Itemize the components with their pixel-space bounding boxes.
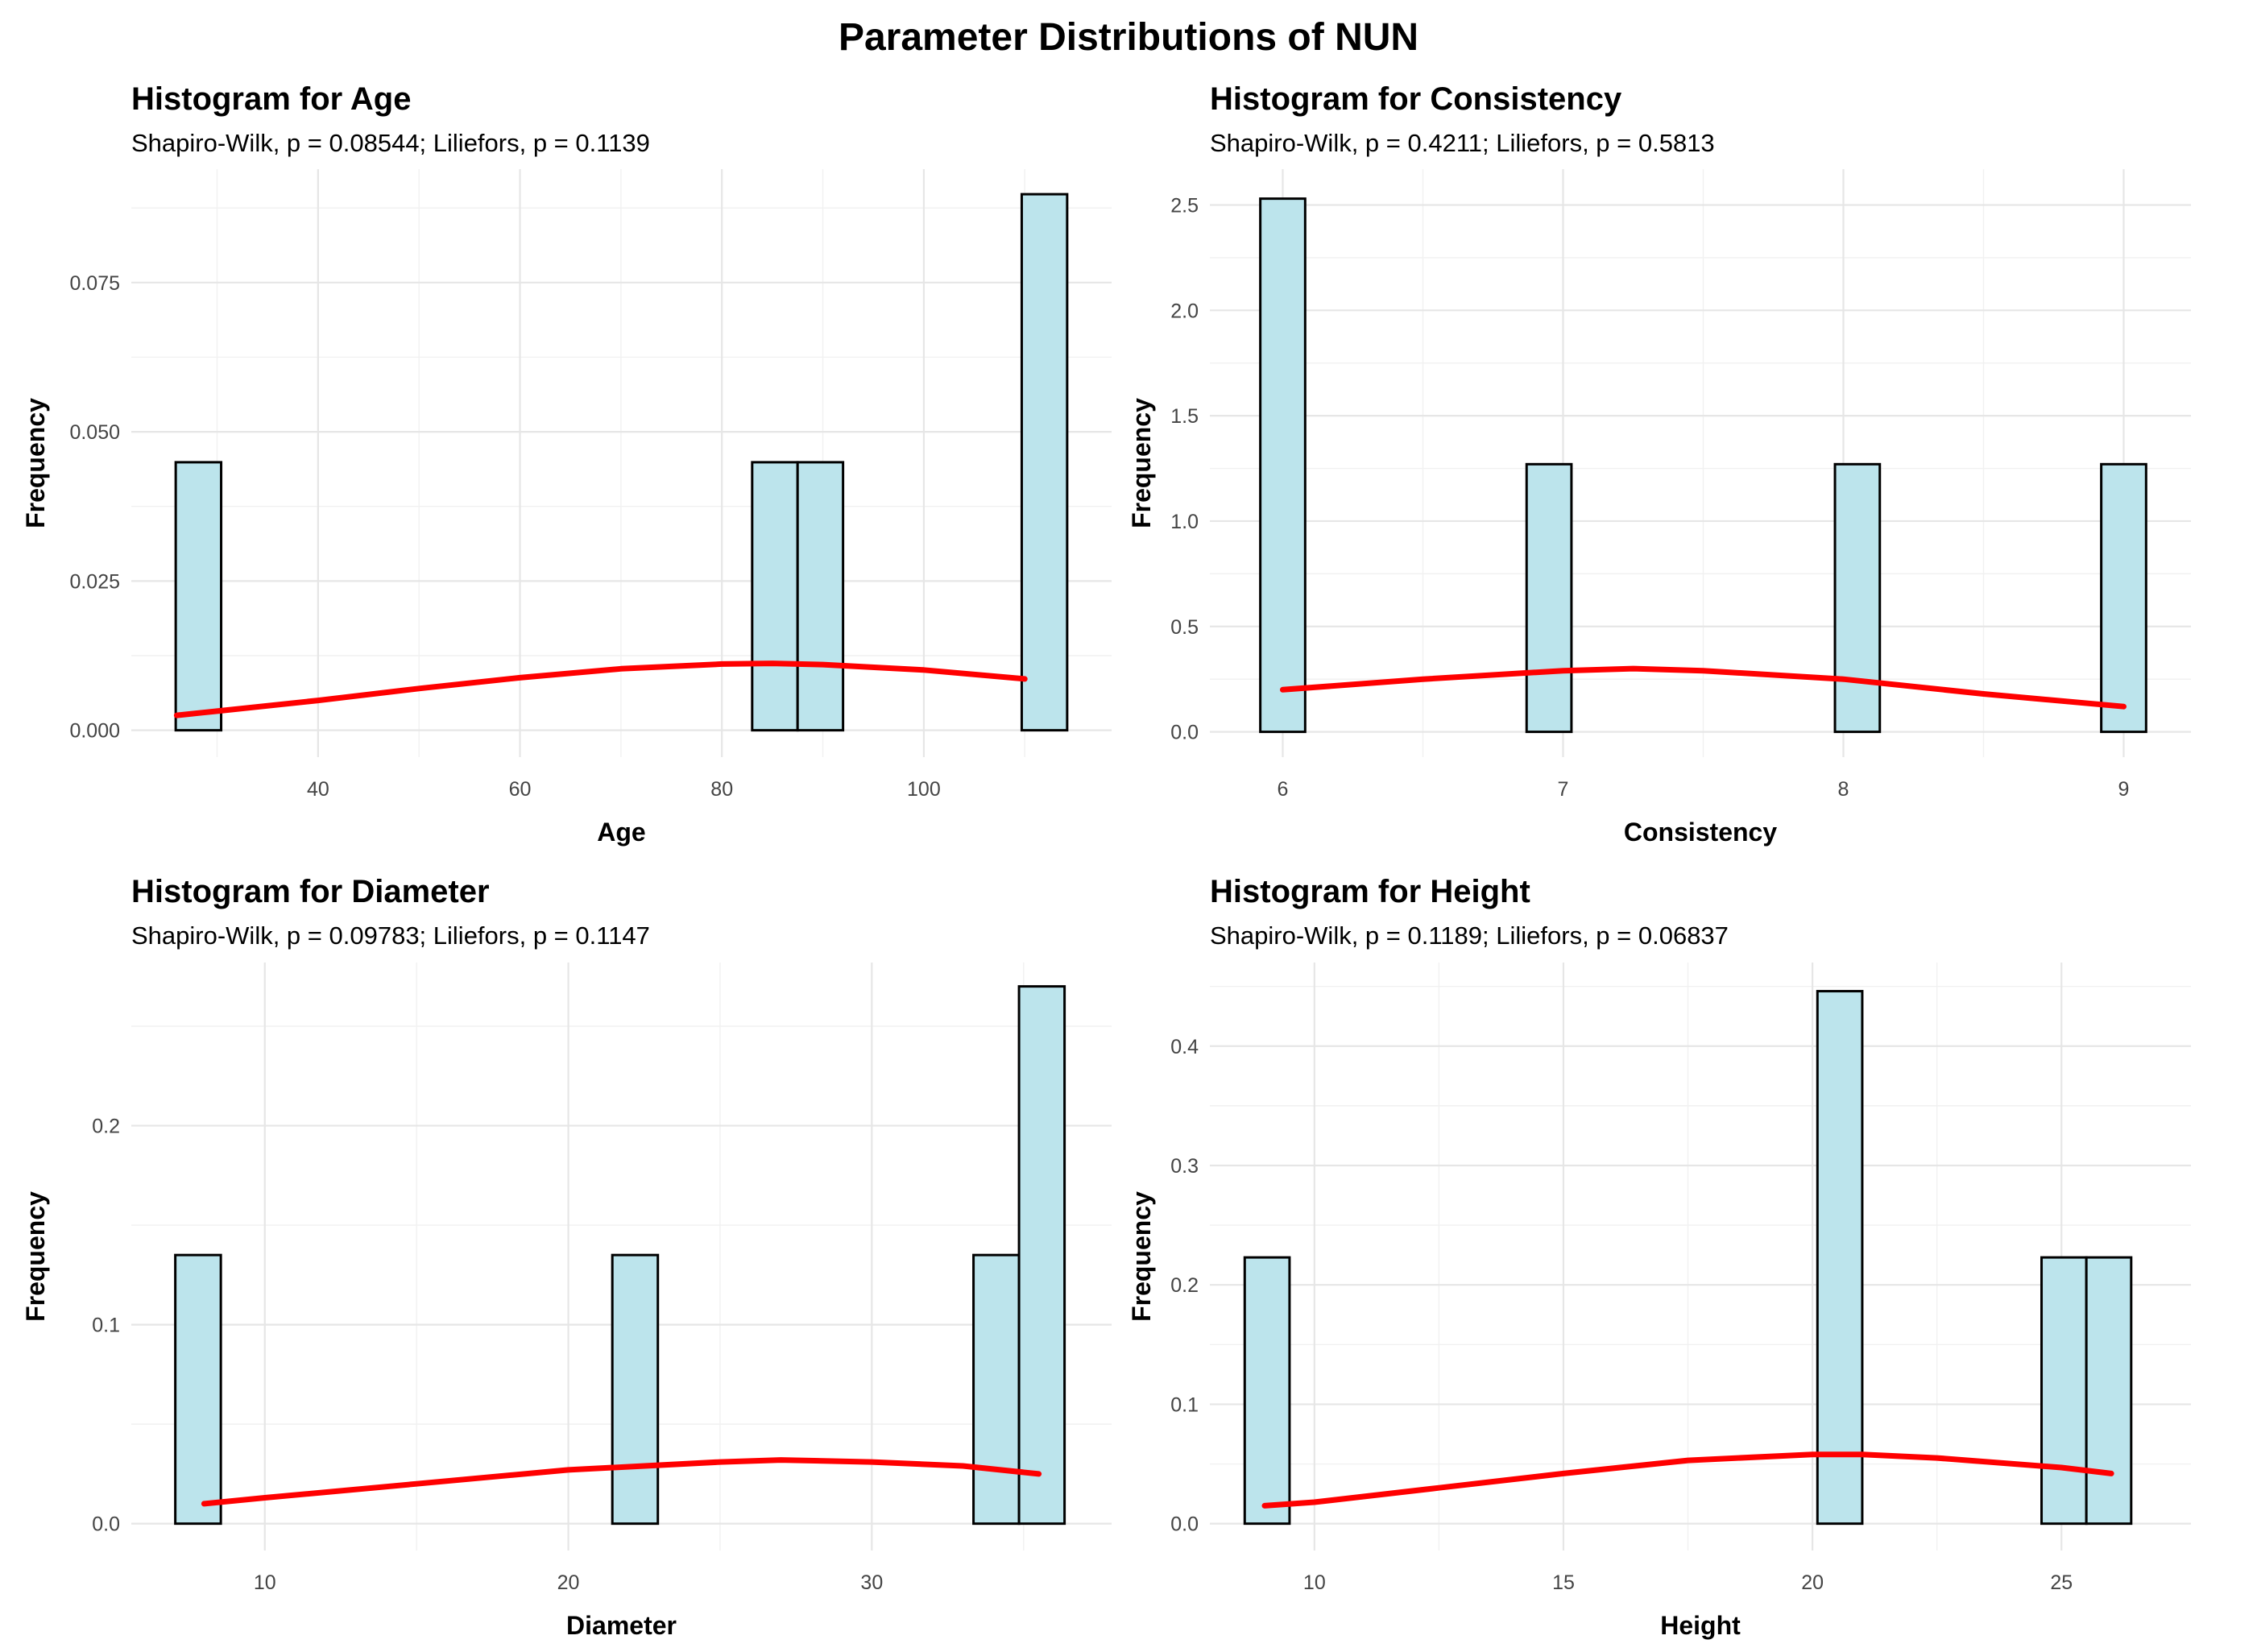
histogram-bar: [1816, 990, 1864, 1526]
y-axis-label: Frequency: [21, 1191, 50, 1322]
histogram-bar: [1243, 1256, 1291, 1526]
panel-height: 10 15 20 25 0.0 0.1 0.2 0.3 0.4 Histogram for Hei…: [1127, 874, 2191, 1640]
y-tick-label: 0.3: [1170, 1155, 1199, 1178]
x-axis-label: Consistency: [1624, 818, 1777, 847]
panel-age: 40 60 80 100 0.000 0.025 0.050 0.075 Histogram f…: [21, 81, 1112, 847]
y-tick-label: 0.0: [92, 1513, 120, 1536]
x-tick-label: 8: [1838, 778, 1849, 801]
histogram-bar: [1020, 193, 1069, 732]
x-tick-label: 40: [307, 778, 329, 801]
histogram-bar: [1525, 462, 1573, 734]
panel-subtitle: Shapiro-Wilk, p = 0.09783; Liliefors, p …: [131, 921, 650, 950]
y-tick-label: 0.1: [1170, 1393, 1199, 1416]
y-tick-label: 0.0: [1170, 722, 1199, 744]
x-tick-label: 9: [2118, 778, 2130, 801]
panel-title: Histogram for Height: [1210, 874, 1530, 909]
density-curve: [173, 660, 1028, 718]
histogram-bar: [611, 1253, 660, 1526]
y-tick-label: 2.5: [1170, 194, 1199, 217]
density-curve: [1261, 1451, 2114, 1509]
figure-title: Parameter Distributions of NUN: [839, 16, 1418, 59]
panel-title: Histogram for Age: [131, 81, 411, 117]
y-tick-label: 0.2: [92, 1116, 120, 1138]
y-tick-label: 1.0: [1170, 511, 1199, 533]
density-curve: [1280, 665, 2127, 710]
x-tick-label: 10: [1303, 1571, 1326, 1594]
panel-subtitle: Shapiro-Wilk, p = 0.4211; Liliefors, p =…: [1210, 129, 1715, 157]
histogram-bar: [2085, 1256, 2133, 1526]
y-tick-label: 0.5: [1170, 616, 1199, 639]
x-axis-label: Diameter: [566, 1611, 677, 1640]
panel-subtitle: Shapiro-Wilk, p = 0.1189; Liliefors, p =…: [1210, 921, 1729, 950]
y-tick-label: 0.050: [69, 421, 120, 444]
y-tick-label: 0.4: [1170, 1036, 1199, 1058]
y-tick-label: 2.0: [1170, 300, 1199, 322]
x-tick-label: 20: [1801, 1571, 1824, 1594]
y-axis-label: Frequency: [1127, 398, 1156, 528]
x-tick-label: 15: [1552, 1571, 1575, 1594]
y-tick-label: 0.1: [92, 1315, 120, 1337]
x-axis-label: Height: [1660, 1611, 1741, 1640]
x-tick-label: 60: [509, 778, 532, 801]
histogram-bar: [2040, 1256, 2088, 1526]
histogram-bar: [796, 461, 845, 732]
x-tick-label: 100: [907, 778, 941, 801]
y-tick-label: 0.075: [69, 272, 120, 295]
histogram-bar: [1833, 462, 1882, 734]
histogram-bar: [1017, 985, 1066, 1526]
y-tick-label: 0.2: [1170, 1274, 1199, 1297]
x-tick-label: 25: [2050, 1571, 2073, 1594]
panel-diameter: 10 20 30 0.0 0.1 0.2 Histogram for Diameter Sha…: [21, 874, 1112, 1640]
x-axis-label: Age: [597, 818, 645, 847]
y-tick-label: 0.0: [1170, 1513, 1199, 1536]
y-axis-label: Frequency: [1127, 1191, 1156, 1322]
y-axis-label: Frequency: [21, 398, 50, 528]
histogram-bar: [751, 461, 799, 732]
panel-subtitle: Shapiro-Wilk, p = 0.08544; Liliefors, p …: [131, 129, 650, 157]
histogram-bar: [972, 1253, 1021, 1526]
x-tick-label: 6: [1278, 778, 1289, 801]
x-tick-label: 10: [254, 1571, 276, 1594]
density-curve: [201, 1457, 1042, 1507]
y-tick-label: 1.5: [1170, 405, 1199, 428]
panel-consistency: 6 7 8 9 0.0 0.5 1.0 1.5 2.0 2.5 Histogram for Cons…: [1127, 81, 2191, 847]
histogram-bar: [2100, 462, 2147, 734]
x-tick-label: 30: [860, 1571, 883, 1594]
x-tick-label: 7: [1558, 778, 1569, 801]
panel-title: Histogram for Consistency: [1210, 81, 1622, 117]
histogram-bar: [174, 1253, 222, 1526]
panel-title: Histogram for Diameter: [131, 874, 490, 909]
y-tick-label: 0.025: [69, 570, 120, 593]
x-tick-label: 20: [557, 1571, 580, 1594]
histogram-bar: [1259, 197, 1307, 734]
histogram-bar: [174, 461, 223, 732]
y-tick-label: 0.000: [69, 720, 120, 743]
x-tick-label: 80: [710, 778, 733, 801]
